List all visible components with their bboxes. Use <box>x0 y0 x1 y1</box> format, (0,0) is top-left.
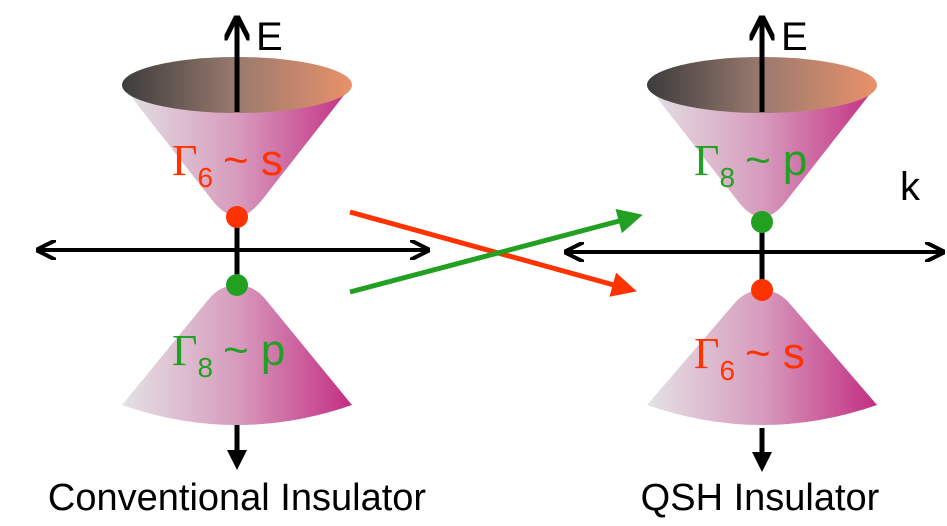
band-symbol: Γ <box>694 136 719 185</box>
left-panel: E Γ6~ s Γ8~ p Conventional Insulator <box>38 15 428 519</box>
band-edge-dot <box>751 279 773 301</box>
axis-label: E <box>781 15 808 59</box>
band-subscript: 6 <box>719 355 735 386</box>
band-subscript: 8 <box>719 162 735 193</box>
band-label: Γ6 ~ s <box>694 329 805 386</box>
band-label: Γ8 ~ p <box>172 326 285 383</box>
band-label: Γ8 ~ p <box>694 136 807 193</box>
band-edge-dot <box>226 206 248 228</box>
diagram: E Γ6~ s Γ8~ p Conventional Insulator E k… <box>0 0 947 526</box>
axis-label: E <box>256 15 283 59</box>
band-symbol: Γ <box>172 136 197 185</box>
caption: QSH Insulator <box>641 477 880 519</box>
right-panel: E k Γ8~ p Γ6~ s QSH Insulator <box>566 15 943 519</box>
band-symbol: Γ <box>694 329 719 378</box>
band-state: ~ p <box>745 136 807 185</box>
caption: Conventional Insulator <box>48 477 426 519</box>
band-subscript: 6 <box>197 162 213 193</box>
band-state: ~ s <box>745 329 805 378</box>
band-label: Γ6 ~ s <box>172 136 283 193</box>
band-state: ~ s <box>223 136 283 185</box>
k-label: k <box>900 165 921 209</box>
band-edge-dot <box>751 211 773 233</box>
band-edge-dot <box>226 274 248 296</box>
band-state: ~ p <box>223 326 285 375</box>
band-subscript: 8 <box>197 352 213 383</box>
band-symbol: Γ <box>172 326 197 375</box>
